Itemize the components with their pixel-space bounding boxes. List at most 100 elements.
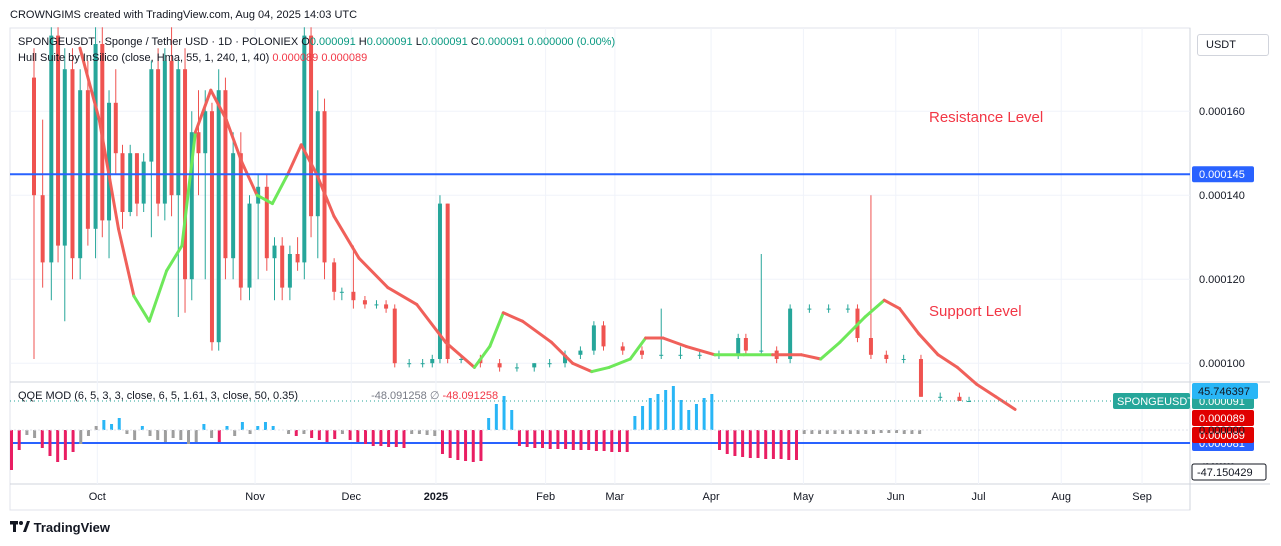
qqe-name[interactable]: QQE MOD (6, 5, 3, 3, close, 6, 5, 1.61, … (18, 390, 299, 402)
qqe-bar (633, 416, 637, 430)
candle-body (128, 153, 133, 212)
symbol-legend[interactable]: SPONGEUSDT · Sponge / Tether USD · 1D · … (18, 36, 615, 48)
qqe-bar (602, 430, 606, 451)
hull-segment (501, 311, 525, 323)
tradingview-logo[interactable]: TradingView (10, 520, 110, 535)
hull-segment (240, 160, 259, 197)
hull-name[interactable]: Hull Suite by InSilico (close, Hma, 55, … (18, 52, 270, 64)
qqe-bar (163, 430, 167, 442)
qqe-bar (210, 430, 214, 438)
hull-segment (255, 193, 274, 206)
qqe-bar (625, 430, 629, 452)
candle-body (445, 203, 450, 359)
hull-segment (315, 172, 336, 218)
qqe-bar (864, 430, 868, 434)
x-tick-label: Feb (536, 491, 555, 503)
symbol-name[interactable]: SPONGEUSDT · Sponge / Tether USD · 1D · … (18, 36, 299, 48)
qqe-bar (533, 430, 537, 448)
qqe-bar (787, 430, 791, 460)
qqe-bar (725, 430, 729, 454)
qqe-bar (779, 430, 783, 459)
currency-selector[interactable]: USDT (1197, 34, 1269, 56)
qqe-bar (348, 430, 352, 440)
hull-segment (917, 332, 940, 357)
qqe-bar (556, 430, 560, 449)
qqe-bar (887, 430, 891, 433)
qqe-bar (487, 418, 491, 430)
hull-segment (882, 298, 902, 311)
qqe-bar (918, 430, 922, 434)
x-tick-label: Jun (887, 491, 905, 503)
candle-body (295, 254, 300, 263)
high-label: H (358, 36, 367, 48)
support-annotation: Support Level (929, 303, 1022, 320)
candle-body (868, 338, 873, 355)
x-tick-label: Dec (342, 491, 362, 503)
qqe-bar (356, 430, 360, 442)
qqe-bar (364, 430, 368, 444)
candle-body (407, 363, 412, 365)
candle-body (845, 308, 850, 310)
close-value: 0.000091 (478, 36, 525, 48)
qqe-bar (248, 430, 252, 434)
qqe-bar (187, 430, 191, 444)
hull-segment (116, 227, 136, 298)
hull-tag-1 (1192, 410, 1254, 426)
qqe-bar (417, 430, 421, 434)
candle-body (107, 102, 112, 221)
qqe-bar (310, 430, 314, 438)
candle-body (113, 102, 118, 154)
qqe-bar (156, 430, 160, 440)
candle-body (578, 350, 583, 355)
qqe-bar (718, 430, 722, 450)
qqe-zero-label: 0.000000 (1199, 425, 1245, 437)
qqe-legend[interactable]: QQE MOD (6, 5, 3, 3, close, 6, 5, 1.61, … (18, 389, 498, 402)
candle-body (678, 354, 683, 356)
hull-value-2: 0.000089 (321, 52, 368, 64)
candle-body (120, 153, 125, 212)
candle-body (149, 69, 154, 162)
hull-segment (955, 365, 979, 386)
candle-body (315, 111, 320, 217)
candle-body (247, 203, 252, 288)
qqe-bar (902, 430, 906, 434)
candle-body (32, 77, 36, 196)
qqe-bar (440, 430, 444, 454)
qqe-bar (71, 430, 75, 452)
x-tick-label: 2025 (424, 491, 448, 503)
y-tick-label: 0.000120 (1199, 274, 1245, 286)
qqe-bar (571, 430, 575, 450)
candle-body (697, 354, 702, 356)
qqe-bar (10, 430, 13, 470)
qqe-bar (833, 430, 837, 434)
qqe-bar (794, 430, 798, 460)
qqe-bar (671, 386, 675, 430)
candle-body (788, 308, 793, 359)
candle-body (85, 90, 90, 229)
close-label: C (470, 36, 479, 48)
candle-body (591, 325, 596, 351)
candle-body (231, 153, 236, 259)
qqe-bar (517, 430, 521, 446)
candle-body (743, 338, 748, 351)
qqe-bar (879, 430, 883, 433)
qqe-bar (287, 430, 291, 434)
qqe-bar (548, 430, 552, 449)
qqe-bar (802, 430, 806, 434)
qqe-bar (225, 426, 229, 430)
qqe-bar (233, 430, 237, 436)
candle-body (322, 111, 327, 263)
qqe-bar (694, 404, 698, 430)
x-tick-label: Apr (703, 491, 720, 503)
candle-body (264, 186, 269, 259)
candle-body (49, 35, 54, 263)
hull-tag-1-label: 0.000089 (1199, 413, 1245, 425)
hull-legend[interactable]: Hull Suite by InSilico (close, Hma, 55, … (18, 52, 367, 64)
tradingview-brand: TradingView (33, 520, 110, 535)
candle-body (639, 350, 644, 355)
hull-segment (286, 143, 303, 176)
qqe-bar (594, 430, 598, 451)
qqe-bar (871, 430, 875, 434)
qqe-bar (687, 410, 691, 430)
